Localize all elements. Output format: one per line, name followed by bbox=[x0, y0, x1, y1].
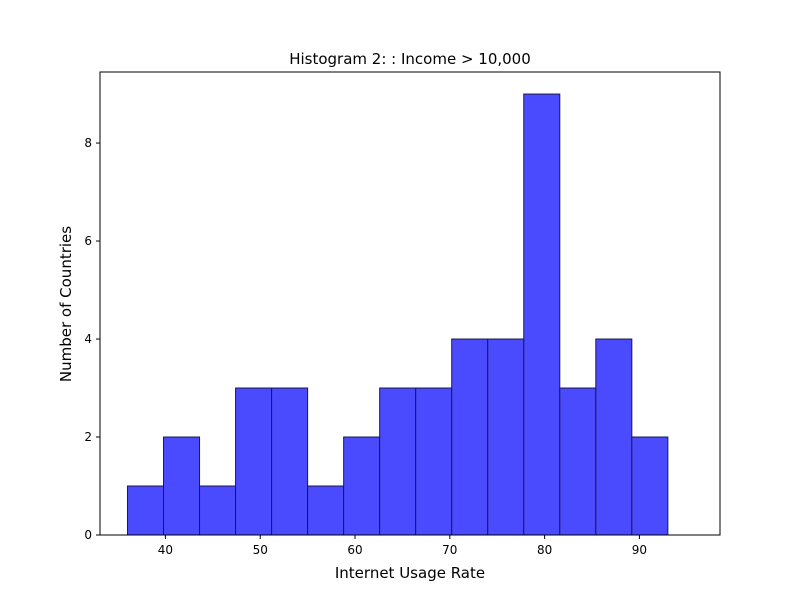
histogram-bar bbox=[235, 387, 273, 536]
histogram-bar bbox=[307, 485, 345, 536]
x-tick-label: 90 bbox=[632, 543, 647, 557]
histogram-bar bbox=[487, 338, 525, 536]
y-tick-label: 8 bbox=[84, 136, 92, 150]
chart-title: Histogram 2: : Income > 10,000 bbox=[289, 50, 531, 68]
histogram-bar bbox=[415, 387, 453, 536]
histogram-bar bbox=[595, 338, 633, 536]
y-tick-label: 2 bbox=[84, 430, 92, 444]
y-tick-label: 6 bbox=[84, 234, 92, 248]
x-tick-label: 80 bbox=[537, 543, 552, 557]
histogram-bar bbox=[451, 338, 489, 536]
y-tick-label: 0 bbox=[84, 528, 92, 542]
histogram-bar bbox=[271, 387, 309, 536]
histogram-bar bbox=[523, 93, 561, 536]
y-tick-label: 4 bbox=[84, 332, 92, 346]
x-tick-label: 70 bbox=[442, 543, 457, 557]
histogram-bar bbox=[199, 485, 237, 536]
histogram-bar bbox=[631, 436, 669, 536]
bars-group bbox=[126, 93, 669, 536]
x-tick-label: 40 bbox=[158, 543, 173, 557]
histogram-bar bbox=[559, 387, 597, 536]
histogram-bar bbox=[126, 485, 165, 536]
y-axis-ticks: 0 2 4 6 8 bbox=[84, 136, 100, 542]
x-axis-label: Internet Usage Rate bbox=[335, 564, 485, 582]
x-axis-ticks: 40 50 60 70 80 90 bbox=[158, 535, 647, 557]
plot-frame bbox=[99, 71, 721, 536]
histogram-bar bbox=[343, 436, 381, 536]
y-axis-label: Number of Countries bbox=[57, 226, 75, 382]
x-tick-label: 50 bbox=[253, 543, 268, 557]
x-tick-label: 60 bbox=[347, 543, 362, 557]
histogram-bar bbox=[379, 387, 417, 536]
histogram-bar bbox=[163, 436, 201, 536]
